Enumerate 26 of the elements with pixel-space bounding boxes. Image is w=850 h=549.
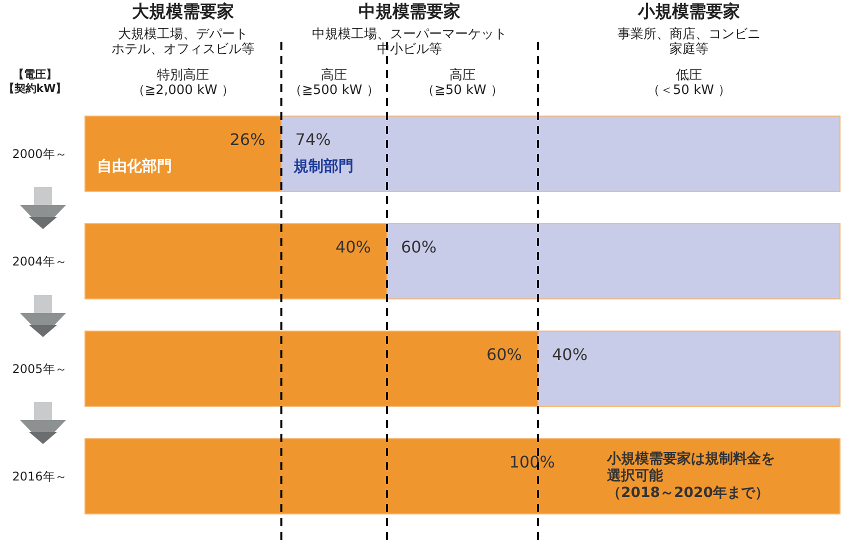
data-label: 26% bbox=[230, 130, 266, 149]
text: 大規模需要家 bbox=[132, 2, 234, 22]
annotation: 大規模工場、デパートホテル、オフィスビル等 bbox=[112, 27, 255, 57]
data-label: 74% bbox=[295, 130, 331, 149]
data-label: 60% bbox=[401, 237, 437, 256]
annotation: 低圧（＜50 kW ） bbox=[646, 68, 732, 98]
data-label: 40% bbox=[552, 344, 588, 364]
series-label: 規制部門 bbox=[292, 156, 354, 175]
text: 中規模需要家 bbox=[358, 2, 461, 22]
y-tick-label: 2000年～ bbox=[12, 146, 67, 161]
data-label: 40% bbox=[335, 237, 371, 256]
annotation: 特別高圧（≧2,000 kW ） bbox=[132, 67, 235, 98]
y-tick-label: 2005年～ bbox=[12, 362, 67, 376]
bar bbox=[84, 438, 840, 514]
y-tick-label: 2016年～ bbox=[12, 469, 67, 484]
data-label: 100% bbox=[509, 452, 555, 472]
annotation: 高圧（≧500 kW ） bbox=[288, 67, 380, 98]
data-label: 60% bbox=[486, 344, 522, 364]
annotation: 事業所、商店、コンビニ家庭等 bbox=[618, 26, 760, 57]
annotation: 高圧（≧50 kW ） bbox=[421, 67, 504, 98]
series-label: 自由化部門 bbox=[97, 156, 172, 175]
text: 【電圧】【契約kW】 bbox=[3, 68, 67, 95]
y-tick-label: 2004年～ bbox=[12, 254, 67, 268]
annotation: 中規模工場、スーパーマーケット中小ビル等 bbox=[312, 27, 508, 57]
annotation: 小規模需要家は規制料金を選択可能（2018～2020年まで） bbox=[606, 450, 775, 501]
text: 小規模需要家 bbox=[637, 2, 740, 22]
